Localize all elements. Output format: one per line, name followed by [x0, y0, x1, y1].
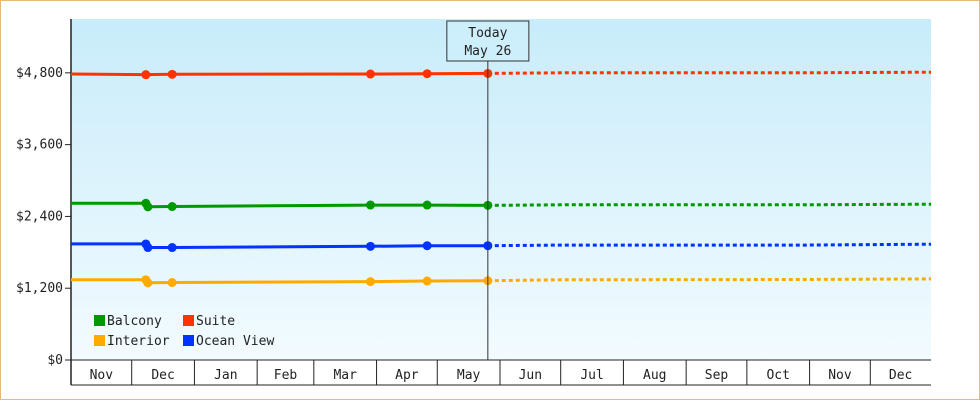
x-tick-label: Oct — [766, 368, 789, 383]
today-label-line1: Today — [468, 26, 507, 41]
x-tick-label: Jan — [214, 368, 237, 383]
today-label-box — [446, 20, 530, 62]
data-point-suite[interactable] — [422, 69, 432, 79]
x-tick-label: Nov — [828, 368, 852, 383]
x-tick-label: Aug — [643, 368, 666, 383]
y-tick-label: $1,200 — [16, 281, 63, 296]
data-point-ocean-view[interactable] — [422, 241, 432, 251]
legend-swatch-interior — [94, 335, 105, 346]
series-forecast-line-balcony — [487, 202, 932, 207]
legend-swatch-balcony — [94, 315, 105, 326]
y-tick-label: $2,400 — [16, 209, 63, 224]
data-point-balcony[interactable] — [167, 202, 177, 212]
x-tick-label: Sep — [705, 368, 729, 383]
legend-swatch-ocean-view — [183, 335, 194, 346]
data-point-interior[interactable] — [365, 277, 375, 287]
x-tick-label: Dec — [889, 368, 912, 383]
legend-swatch-suite — [183, 315, 194, 326]
series-layer — [70, 68, 932, 288]
x-tick-label: Dec — [151, 368, 174, 383]
legend: Balcony Suite Interior Ocean View — [94, 314, 274, 349]
data-point-ocean-view[interactable] — [365, 241, 375, 251]
x-tick-label: Jun — [519, 368, 542, 383]
data-point-suite[interactable] — [167, 69, 177, 79]
y-axis: $0 $1,200 $2,400 $3,600 $4,800 — [16, 19, 72, 385]
x-tick-label: Nov — [90, 368, 114, 383]
y-tick-label: $4,800 — [16, 66, 63, 81]
legend-label-suite: Suite — [196, 314, 235, 329]
data-point-balcony[interactable] — [365, 200, 375, 210]
data-point-interior[interactable] — [167, 278, 177, 288]
legend-label-interior: Interior — [107, 334, 170, 349]
data-point-ocean-view[interactable] — [167, 243, 177, 253]
today-marker: Today May 26 — [446, 20, 530, 360]
y-tick-label: $3,600 — [16, 138, 63, 153]
series-line-suite — [70, 71, 488, 77]
series-suite — [70, 68, 932, 80]
series-interior — [71, 275, 932, 288]
x-tick-label: Apr — [395, 368, 419, 383]
x-tick-label: Feb — [274, 368, 298, 383]
data-point-balcony[interactable] — [143, 202, 153, 212]
data-point-interior[interactable] — [143, 278, 153, 288]
series-forecast-line-ocean-view — [487, 242, 932, 248]
legend-label-balcony: Balcony — [107, 314, 162, 329]
x-tick-label: Jul — [580, 368, 603, 383]
plot-background — [71, 19, 931, 360]
data-point-interior[interactable] — [422, 276, 432, 286]
legend-label-ocean-view: Ocean View — [196, 334, 274, 349]
data-point-suite[interactable] — [141, 70, 151, 80]
series-ocean-view — [71, 239, 932, 253]
data-point-ocean-view[interactable] — [143, 243, 153, 253]
series-balcony — [71, 198, 932, 212]
data-point-balcony[interactable] — [422, 200, 432, 210]
series-forecast-line-suite — [487, 70, 932, 75]
today-label-line2: May 26 — [464, 44, 511, 59]
x-axis: Nov Dec Jan Feb Mar Apr May Jun Jul Aug Sep Oct Nov D… — [71, 359, 931, 386]
x-tick-label: May — [457, 368, 481, 383]
series-forecast-line-interior — [487, 277, 932, 283]
y-tick-label: $0 — [47, 353, 63, 368]
x-tick-label: Mar — [333, 368, 357, 383]
data-point-suite[interactable] — [365, 69, 375, 79]
